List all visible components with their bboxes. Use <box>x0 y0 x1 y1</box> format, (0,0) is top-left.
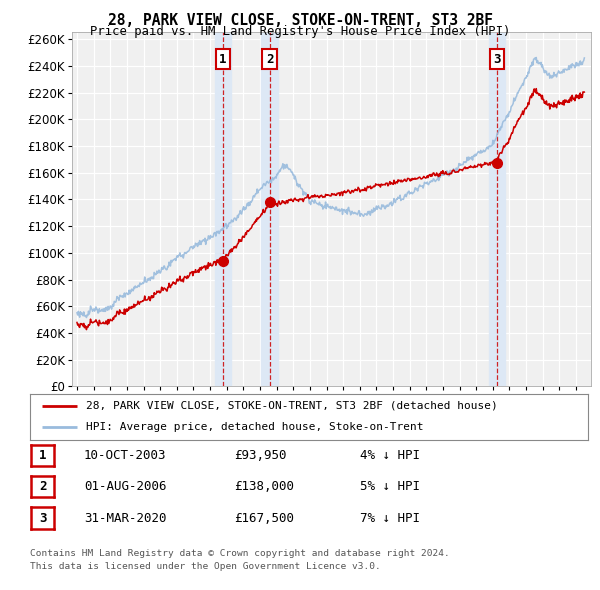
Text: HPI: Average price, detached house, Stoke-on-Trent: HPI: Average price, detached house, Stok… <box>86 422 424 432</box>
Text: 10-OCT-2003: 10-OCT-2003 <box>84 449 167 462</box>
Bar <box>262 32 278 386</box>
Text: £93,950: £93,950 <box>234 449 287 462</box>
Text: 1: 1 <box>219 53 227 65</box>
Text: 4% ↓ HPI: 4% ↓ HPI <box>360 449 420 462</box>
Text: 28, PARK VIEW CLOSE, STOKE-ON-TRENT, ST3 2BF: 28, PARK VIEW CLOSE, STOKE-ON-TRENT, ST3… <box>107 13 493 28</box>
Text: 01-AUG-2006: 01-AUG-2006 <box>84 480 167 493</box>
Bar <box>215 32 232 386</box>
Text: £138,000: £138,000 <box>234 480 294 493</box>
Text: 3: 3 <box>493 53 501 65</box>
Bar <box>488 32 505 386</box>
Text: Price paid vs. HM Land Registry's House Price Index (HPI): Price paid vs. HM Land Registry's House … <box>90 25 510 38</box>
Text: Contains HM Land Registry data © Crown copyright and database right 2024.: Contains HM Land Registry data © Crown c… <box>30 549 450 558</box>
Text: 3: 3 <box>39 512 46 525</box>
Text: 5% ↓ HPI: 5% ↓ HPI <box>360 480 420 493</box>
Text: 2: 2 <box>266 53 274 65</box>
Text: £167,500: £167,500 <box>234 512 294 525</box>
Text: 28, PARK VIEW CLOSE, STOKE-ON-TRENT, ST3 2BF (detached house): 28, PARK VIEW CLOSE, STOKE-ON-TRENT, ST3… <box>86 401 497 411</box>
Text: 1: 1 <box>39 449 46 462</box>
Text: This data is licensed under the Open Government Licence v3.0.: This data is licensed under the Open Gov… <box>30 562 381 571</box>
Text: 7% ↓ HPI: 7% ↓ HPI <box>360 512 420 525</box>
Text: 31-MAR-2020: 31-MAR-2020 <box>84 512 167 525</box>
Text: 2: 2 <box>39 480 46 493</box>
